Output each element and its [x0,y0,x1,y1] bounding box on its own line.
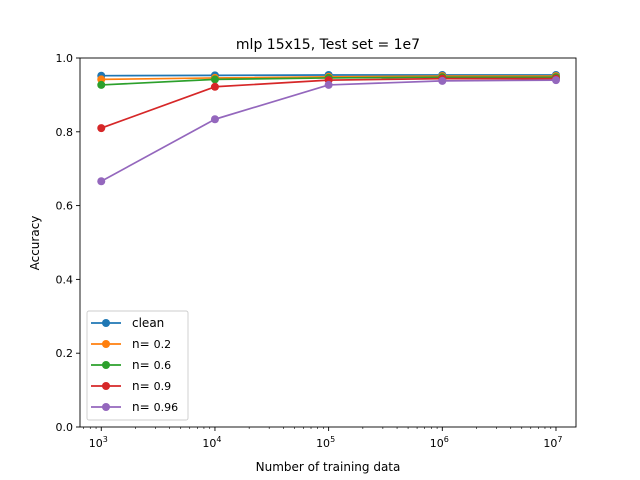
y-tick-label-5: 1.0 [56,52,74,65]
x-tick-label-0: 103 [89,435,108,450]
legend-label-prefix-3: n= [132,379,150,393]
series-4-point-4 [551,76,560,85]
x-tick-exponent-1: 4 [216,435,221,444]
legend-label-4: n= 0.96 [132,400,178,414]
series-1-point-0 [97,75,106,84]
x-tick-base-1: 10 [202,437,216,450]
legend-label-value-2: 0.6 [154,359,172,372]
series-2-point-0 [97,80,106,89]
legend-label-value-3: 0.9 [154,380,172,393]
y-tick-label-0: 0.0 [56,421,74,434]
x-tick-base-3: 10 [430,437,444,450]
series-3-point-0 [97,124,106,133]
legend-marker-4 [102,403,110,411]
y-tick-label-3: 0.6 [56,200,74,213]
series-4-point-0 [97,177,106,186]
legend-label-prefix-4: n= [132,400,150,414]
x-tick-base-0: 10 [89,437,103,450]
axes-frame [79,57,577,428]
x-axis-title: Number of training data [256,460,401,474]
legend-label-value-4: 0.96 [154,401,179,414]
series-4-point-3 [438,76,447,85]
legend-marker-3 [102,382,110,390]
legend-marker-2 [102,361,110,369]
legend-label-1: n= 0.2 [132,337,171,351]
x-tick-exponent-3: 6 [444,435,449,444]
legend: clean n= 0.2 n= 0.6 n= 0.9 n= 0.96 [86,310,189,421]
legend-label-2: n= 0.6 [132,358,171,372]
x-tick-exponent-4: 7 [557,435,562,444]
y-tick-label-2: 0.4 [56,273,74,286]
legend-label-3: n= 0.9 [132,379,171,393]
legend-label-0: clean [132,316,164,330]
x-tick-label-2: 105 [316,435,335,450]
chart-title: mlp 15x15, Test set = 1e7 [236,37,420,53]
x-tick-label-4: 107 [543,435,562,450]
series-4-point-1 [210,115,219,124]
legend-label-prefix-0: clean [132,316,164,330]
x-tick-label-1: 104 [202,435,221,450]
x-tick-base-2: 10 [316,437,330,450]
x-tick-exponent-0: 3 [103,435,108,444]
series-3-point-1 [210,82,219,91]
legend-label-prefix-2: n= [132,358,150,372]
x-tick-base-4: 10 [543,437,557,450]
x-tick-exponent-2: 5 [330,435,335,444]
series-2-point-1 [210,75,219,84]
legend-marker-0 [102,319,110,327]
y-tick-label-1: 0.2 [56,347,74,360]
y-axis-title: Accuracy [28,216,42,271]
series-4-point-2 [324,80,333,89]
legend-label-value-1: 0.2 [154,338,172,351]
legend-label-prefix-1: n= [132,337,150,351]
x-tick-label-3: 106 [430,435,449,450]
legend-box [86,310,189,421]
y-tick-label-4: 0.8 [56,126,74,139]
series-line-4 [100,79,556,182]
legend-marker-1 [102,340,110,348]
